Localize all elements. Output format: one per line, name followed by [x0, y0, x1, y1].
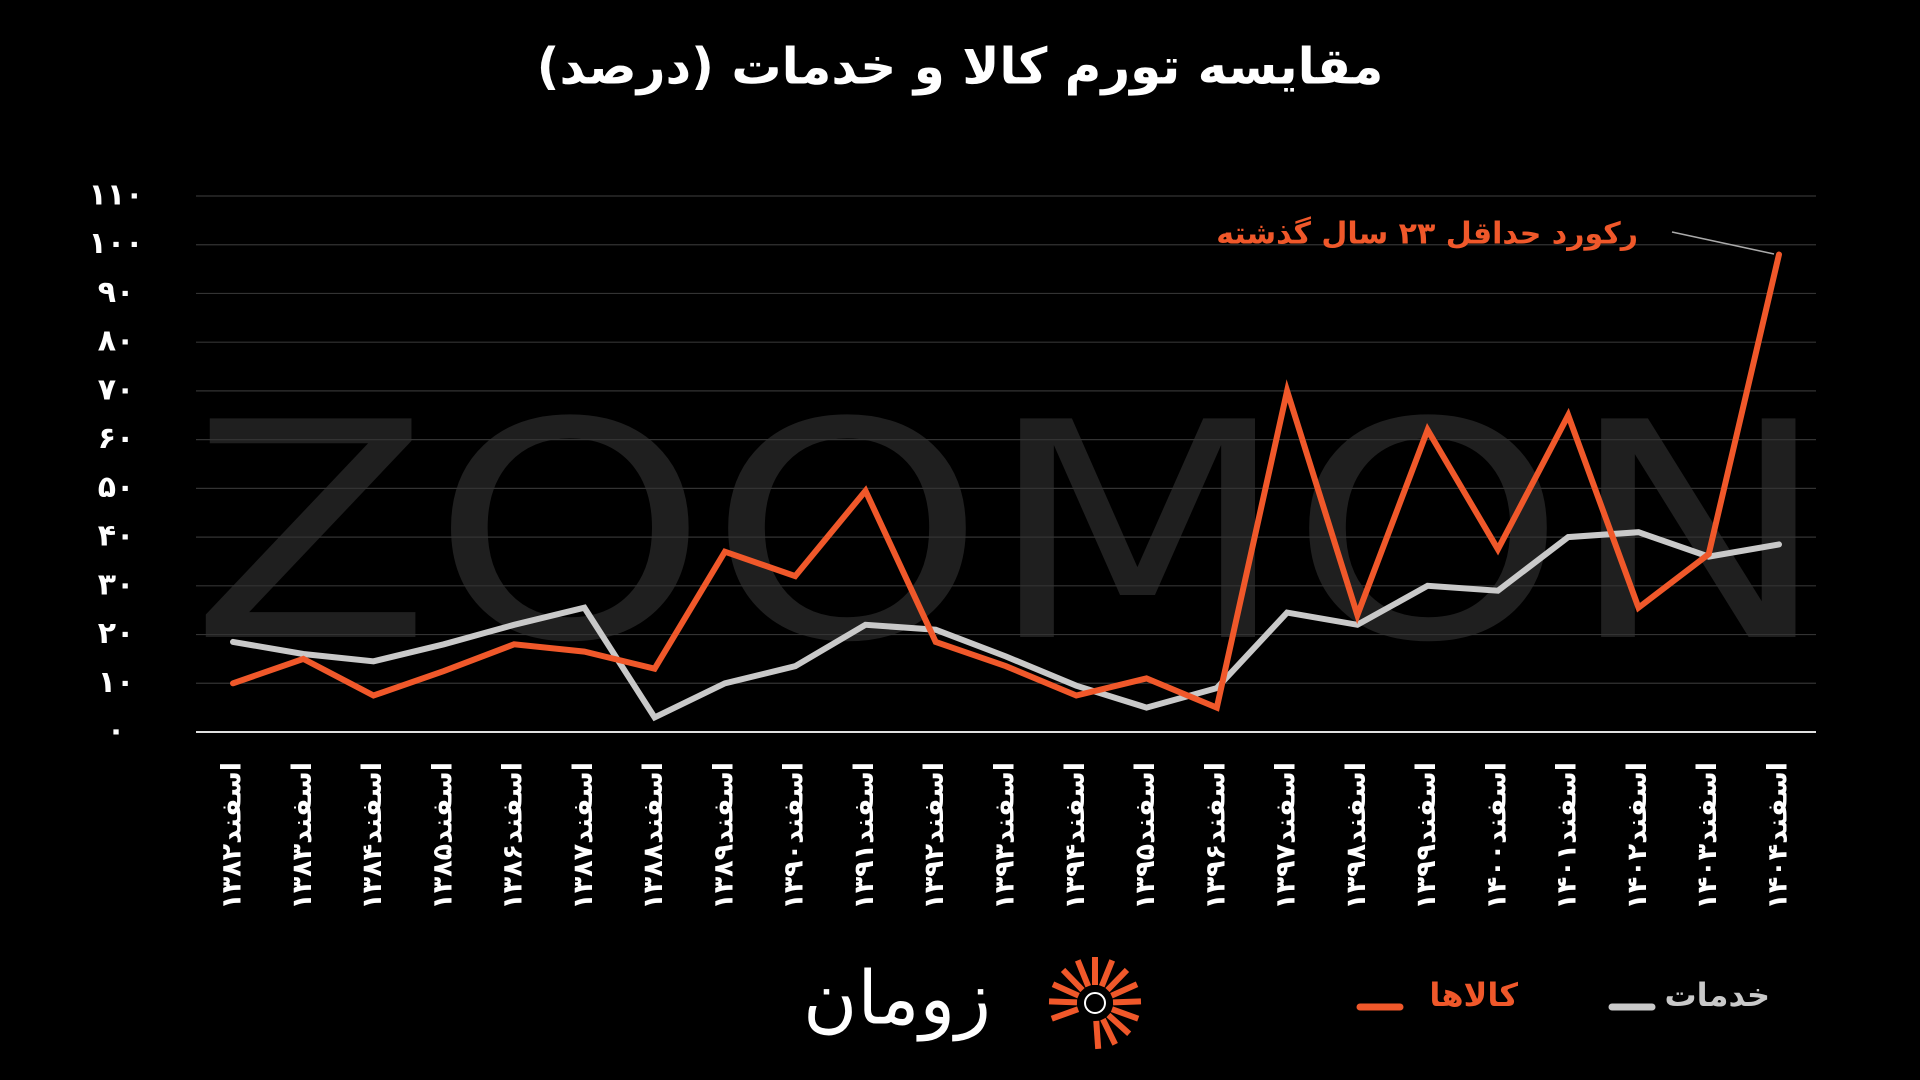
legend: خدمات کالاها	[1356, 976, 1770, 1014]
logo-ray	[1050, 1006, 1080, 1022]
x-tick-label: اسفند۱۳۹۵	[1130, 762, 1161, 910]
plot	[230, 251, 1782, 722]
y-tick-label: ۳۰	[98, 567, 135, 602]
chart-title: مقایسه تورم کالا و خدمات (درصد)	[537, 38, 1384, 97]
logo-ray	[1100, 1017, 1118, 1046]
x-tick-label: اسفند۱۳۸۴	[357, 762, 388, 910]
y-tick-label: ۱۱۰	[89, 178, 144, 213]
x-tick-label: اسفند۱۳۹۷	[1271, 762, 1302, 910]
x-tick-label: اسفند۱۳۸۶	[498, 762, 529, 910]
x-tick-label: اسفند۱۴۰۰	[1481, 762, 1512, 910]
x-tick-label: اسفند۱۳۹۴	[1060, 762, 1091, 910]
y-tick-label: ۱۰۰	[89, 226, 144, 261]
x-tick-label: اسفند۱۳۸۸	[638, 762, 669, 910]
y-tick-label: ۴۰	[98, 519, 135, 554]
x-tick-label: اسفند۱۳۹۳	[990, 762, 1021, 910]
logo-ray	[1093, 1020, 1102, 1050]
logo-ray	[1110, 1006, 1140, 1022]
logo-ray	[1112, 998, 1142, 1006]
y-tick-label: ۹۰	[98, 275, 135, 310]
watermark: ZOOMON	[190, 359, 1830, 708]
logo-icon	[1048, 957, 1142, 1050]
x-tick-label: اسفند۱۴۰۲	[1622, 762, 1653, 910]
y-tick-label: ۶۰	[98, 421, 135, 456]
y-tick-label: ۸۰	[98, 324, 135, 359]
x-tick-label: اسفند۱۳۸۷	[568, 762, 599, 910]
logo-ray	[1110, 981, 1139, 999]
logo-ray	[1060, 967, 1085, 993]
x-tick-label: اسفند۱۳۸۲	[217, 762, 248, 910]
x-tick-label: اسفند۱۳۹۶	[1200, 762, 1231, 910]
y-tick-label: ۰	[107, 714, 125, 749]
logo-ray	[1048, 998, 1078, 1006]
series-line	[230, 529, 1782, 722]
legend-label: خدمات	[1664, 976, 1770, 1014]
logo-ray	[1074, 959, 1092, 988]
x-tick-label: اسفند۱۴۰۱	[1552, 762, 1583, 910]
x-tick-label: اسفند۱۳۹۰	[779, 762, 810, 910]
grid	[196, 195, 1816, 733]
y-tick-label: ۵۰	[98, 470, 135, 505]
y-tick-label: ۲۰	[98, 616, 135, 651]
x-tick-label: اسفند۱۳۸۵	[427, 762, 458, 910]
x-tick-label: اسفند۱۳۹۲	[919, 762, 950, 910]
y-tick-label: ۱۰	[98, 665, 135, 700]
x-tick-label: اسفند۱۳۹۸	[1341, 762, 1372, 910]
annotation-leader	[1671, 231, 1775, 255]
x-tick-label: اسفند۱۳۸۳	[287, 762, 318, 910]
logo-rays	[1048, 957, 1142, 1050]
x-tick-label: اسفند۱۳۸۹	[708, 762, 739, 910]
series-line	[230, 251, 1782, 712]
logo-ray	[1098, 959, 1116, 988]
x-tick-label: اسفند۱۳۹۱	[849, 762, 880, 910]
logo-ray	[1105, 967, 1130, 993]
annotation: رکورد حداقل ۲۳ سال گذشته	[1216, 216, 1638, 252]
logo-core	[1084, 992, 1106, 1014]
logo-ray	[1051, 981, 1080, 999]
legend-label: کالاها	[1429, 976, 1518, 1014]
logo-text: زومان	[803, 956, 991, 1042]
x-tick-label: اسفند۱۴۰۴	[1763, 762, 1794, 910]
x-tick-label: اسفند۱۳۹۹	[1411, 762, 1442, 910]
y-tick-label: ۷۰	[98, 372, 135, 407]
x-tick-label: اسفند۱۴۰۳	[1692, 762, 1723, 910]
logo-ray	[1106, 1012, 1132, 1037]
